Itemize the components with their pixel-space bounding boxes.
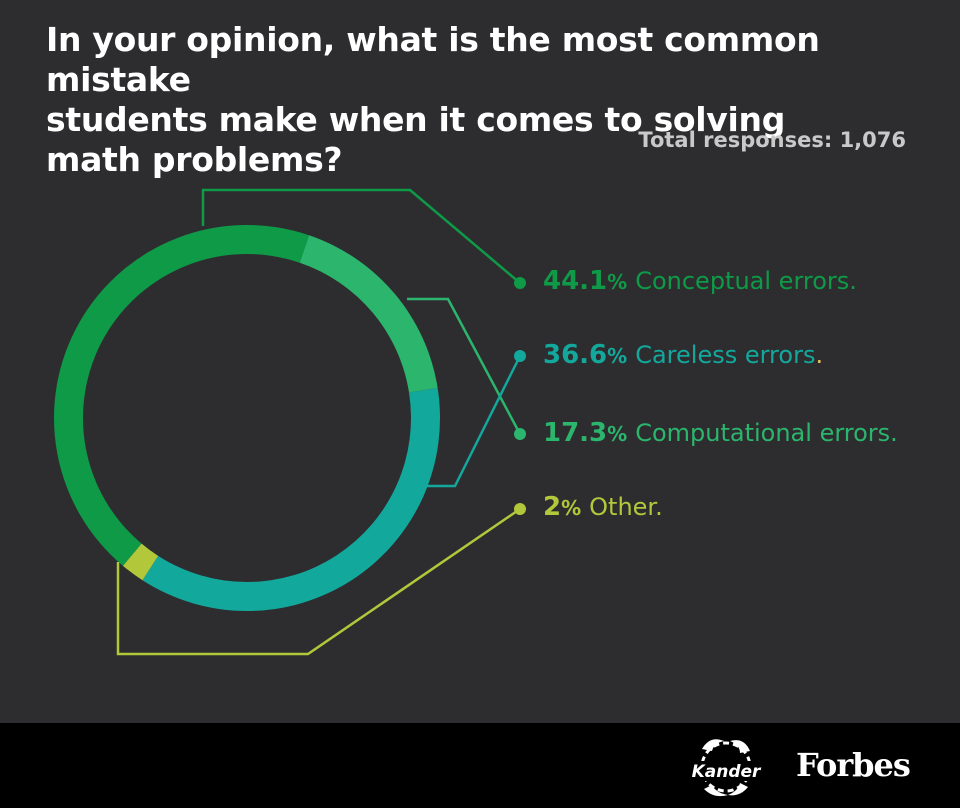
slice-other	[122, 543, 159, 581]
footer-bar: Kander Forbes	[0, 723, 960, 808]
title-line-2: students make when it comes to solving	[46, 100, 786, 139]
legend-label-conceptual: Conceptual errors.	[635, 267, 857, 295]
percent-sign: %	[607, 270, 628, 294]
slice-conceptual	[54, 225, 310, 566]
title-line-1: In your opinion, what is the most common…	[46, 20, 820, 99]
legend-pct-computational: 17.3	[543, 418, 608, 448]
percent-sign: %	[607, 344, 628, 368]
legend-pct-other: 2	[543, 492, 562, 522]
leader-line-careless	[424, 355, 522, 488]
title-line-3: math problems?	[46, 140, 343, 179]
slice-computational	[299, 235, 438, 393]
leader-line-conceptual	[201, 188, 521, 284]
legend-dot-conceptual	[514, 277, 526, 289]
percent-sign: %	[607, 422, 628, 446]
legend-dot-other	[514, 503, 526, 515]
percent-sign: %	[561, 496, 582, 520]
donut-chart	[54, 188, 526, 656]
legend-label-computational: Computational errors.	[635, 419, 898, 447]
forbes-logo: Forbes	[796, 746, 911, 784]
leader-line-other	[116, 507, 521, 656]
legend-item-conceptual: 44.1% Conceptual errors.	[543, 266, 857, 296]
legend-item-other: 2% Other.	[543, 492, 663, 522]
slice-careless	[142, 387, 440, 611]
legend-label-careless: Careless errors	[635, 341, 816, 369]
legend-item-computational: 17.3% Computational errors.	[543, 418, 898, 448]
chart-title: In your opinion, what is the most common…	[46, 20, 926, 180]
legend-label-other: Other.	[589, 493, 663, 521]
legend-label-careless-period: .	[815, 341, 824, 369]
legend-dot-computational	[514, 428, 526, 440]
legend-item-careless: 36.6% Careless errors.	[543, 340, 823, 370]
kander-logo-text: Kander	[692, 762, 762, 782]
leader-line-computational	[407, 297, 522, 435]
kander-logo: Kander	[686, 739, 766, 797]
total-responses: Total responses: 1,076	[638, 128, 906, 152]
legend-pct-conceptual: 44.1	[543, 266, 608, 296]
legend-dot-careless	[514, 350, 526, 362]
legend-pct-careless: 36.6	[543, 340, 608, 370]
